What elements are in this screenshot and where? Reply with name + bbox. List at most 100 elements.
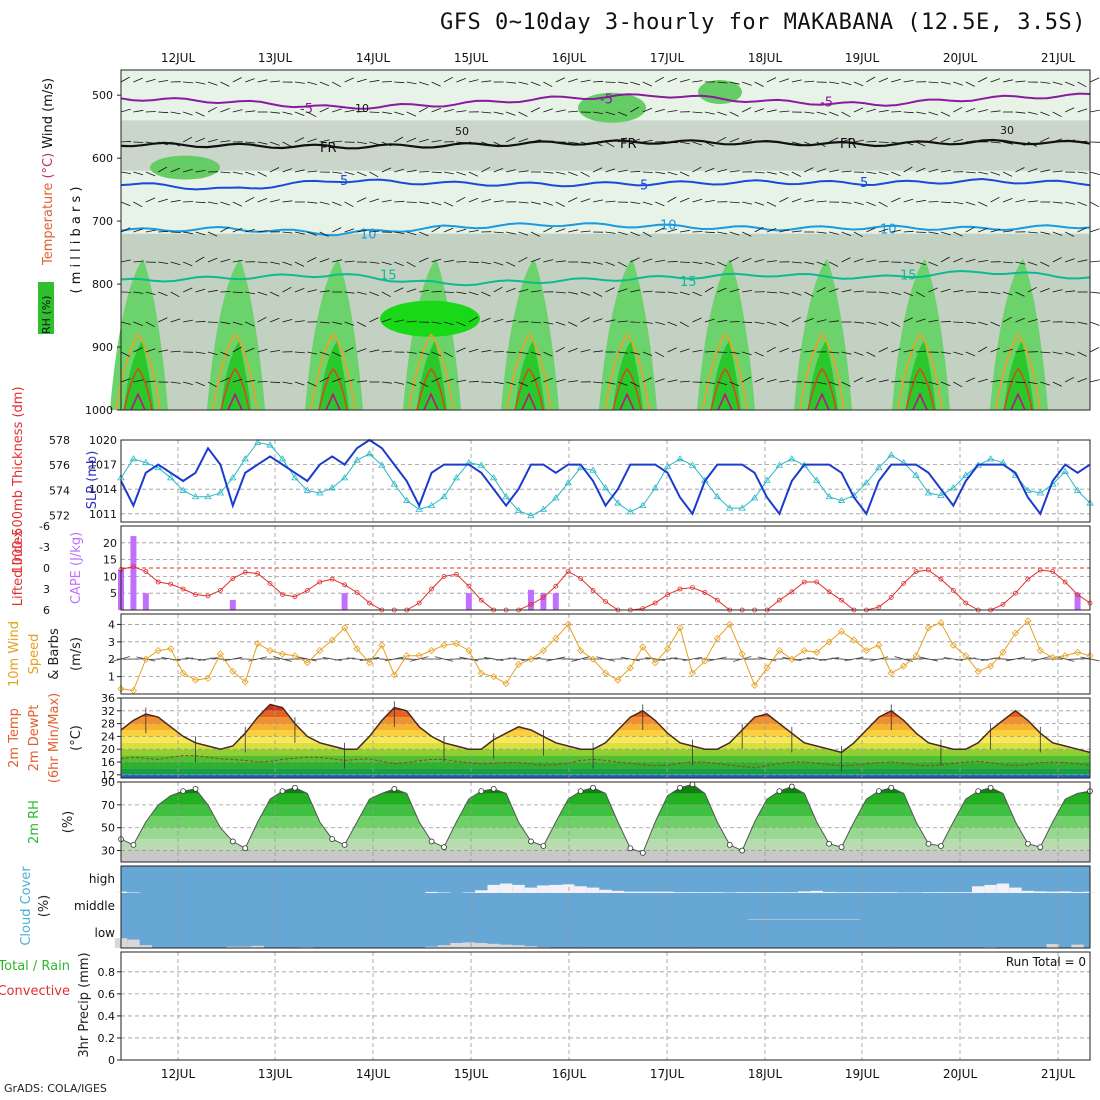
wind-barb (891, 197, 901, 203)
wind-barb (605, 261, 615, 266)
wind-barb (754, 140, 765, 143)
wind-barb (294, 261, 305, 267)
wind-barb (120, 201, 131, 207)
lifted-point (304, 588, 310, 593)
wind-barb (493, 200, 504, 203)
wind-barb (779, 141, 790, 144)
wind-barb (145, 229, 156, 233)
wind-barb (133, 77, 143, 83)
axis-label: 2m DewPt (27, 705, 42, 772)
wind-barb (120, 76, 130, 83)
wind-barb (257, 348, 268, 353)
lifted-point (1062, 579, 1068, 585)
wind-barb (1077, 201, 1088, 206)
wind-barb (642, 139, 653, 143)
wind-barb (481, 111, 492, 114)
wind-barb (953, 351, 964, 356)
wind-barb (555, 228, 566, 233)
thickness-point (912, 471, 920, 478)
cloud-bar (475, 942, 488, 948)
wind-point (639, 643, 647, 651)
cloud-bar (648, 891, 662, 893)
wind-barb (679, 229, 690, 233)
rh-plume-core (808, 340, 838, 410)
wind-point (900, 662, 908, 670)
tick-label: 10 (103, 570, 117, 583)
thickness-point (415, 505, 423, 512)
thickness-point (1073, 486, 1082, 493)
wind-barb (953, 106, 963, 113)
wind-barb (182, 287, 193, 293)
thickness-point (552, 494, 560, 501)
wind-point (564, 620, 572, 629)
wind-barb (617, 381, 628, 386)
wind-barb (766, 321, 777, 326)
wind-barb (223, 656, 243, 662)
wind-barb (766, 77, 777, 83)
date-label-top: 21JUL (1041, 51, 1076, 65)
wind-point (465, 646, 473, 655)
wind-barb (543, 81, 553, 88)
cloud-bar (437, 945, 451, 948)
wind-point (278, 650, 287, 658)
wind-barb (1065, 139, 1075, 143)
wind-barb (158, 261, 169, 264)
wind-barb (667, 321, 678, 327)
wind-panel: 1 2 3 4 10m Wind Speed & Barbs (m/s) (7, 613, 1100, 695)
wind-barb (145, 291, 156, 295)
wind-barb (978, 201, 988, 207)
wind-barb (1040, 288, 1050, 293)
cape-bar (465, 593, 472, 610)
wind-barb (307, 138, 317, 143)
wind-barb (866, 351, 876, 357)
thickness-point (191, 492, 200, 500)
rh-plume-core (221, 340, 251, 410)
precip-label-convective: Convective (0, 984, 70, 999)
axis-label: 10m Wind (7, 621, 22, 687)
thickness-point (129, 455, 138, 462)
wind-barb (717, 136, 727, 143)
cloud-bar (773, 892, 786, 893)
wind-barb (903, 166, 913, 173)
wind-barb (493, 168, 504, 173)
wind-barb (804, 167, 814, 173)
wind-barb (493, 381, 504, 385)
wind-barb (1052, 257, 1062, 263)
wind-barb (891, 171, 901, 177)
wind-barb (456, 261, 467, 263)
contour-label: 10 (360, 228, 377, 243)
tick-label: 6 (43, 604, 50, 617)
rh-band (121, 827, 1090, 840)
wind-point (452, 639, 460, 648)
wind-barb (804, 199, 815, 203)
wind-barb (779, 291, 790, 295)
wind-point (837, 627, 846, 635)
wind-barb (269, 167, 280, 173)
wind-barb (369, 349, 380, 353)
wind-barb (791, 230, 802, 233)
wind-barb (630, 201, 641, 204)
cloud-bar (611, 890, 625, 893)
tick-label: 600 (92, 152, 113, 165)
wind-barb (1015, 167, 1025, 173)
wind-barb (903, 141, 914, 146)
wind-barb (692, 166, 702, 173)
wind-barb (754, 201, 765, 206)
wind-barb (953, 81, 963, 86)
wind-barb (533, 657, 554, 661)
wind-barb (928, 381, 939, 385)
wind-barb (779, 197, 789, 203)
wind-barb (319, 139, 330, 143)
lifted-point (789, 589, 795, 595)
wind-barb (965, 171, 976, 174)
wind-barb (282, 168, 293, 173)
wind-barb (359, 657, 380, 661)
cloud-bar (425, 946, 438, 948)
wind-barb (356, 229, 367, 233)
wind-barb (493, 231, 504, 234)
wind-barb (978, 77, 988, 83)
wind-barb (344, 291, 355, 294)
rh-plume-core (417, 340, 447, 410)
wind-barb (269, 291, 280, 297)
